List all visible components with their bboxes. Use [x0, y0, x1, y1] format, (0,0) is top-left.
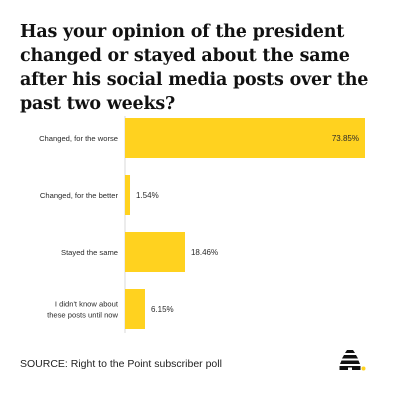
category-label: these posts until now — [47, 311, 118, 320]
category-label: Stayed the same — [61, 248, 118, 257]
category-label: Changed, for the worse — [39, 134, 118, 143]
category-label: Changed, for the better — [40, 191, 119, 200]
bar — [125, 289, 145, 329]
bar — [125, 175, 131, 215]
bar — [125, 118, 365, 158]
chart-title: Has your opinion of the president change… — [20, 22, 369, 114]
value-label: 1.54% — [136, 191, 159, 200]
value-label: 73.85% — [332, 134, 359, 143]
value-label: 6.15% — [151, 305, 174, 314]
bar — [125, 232, 185, 272]
beehive-icon — [339, 350, 366, 371]
value-label: 18.46% — [191, 248, 218, 257]
category-label: I didn't know about — [55, 300, 119, 309]
source-note: SOURCE: Right to the Point subscriber po… — [20, 358, 222, 370]
